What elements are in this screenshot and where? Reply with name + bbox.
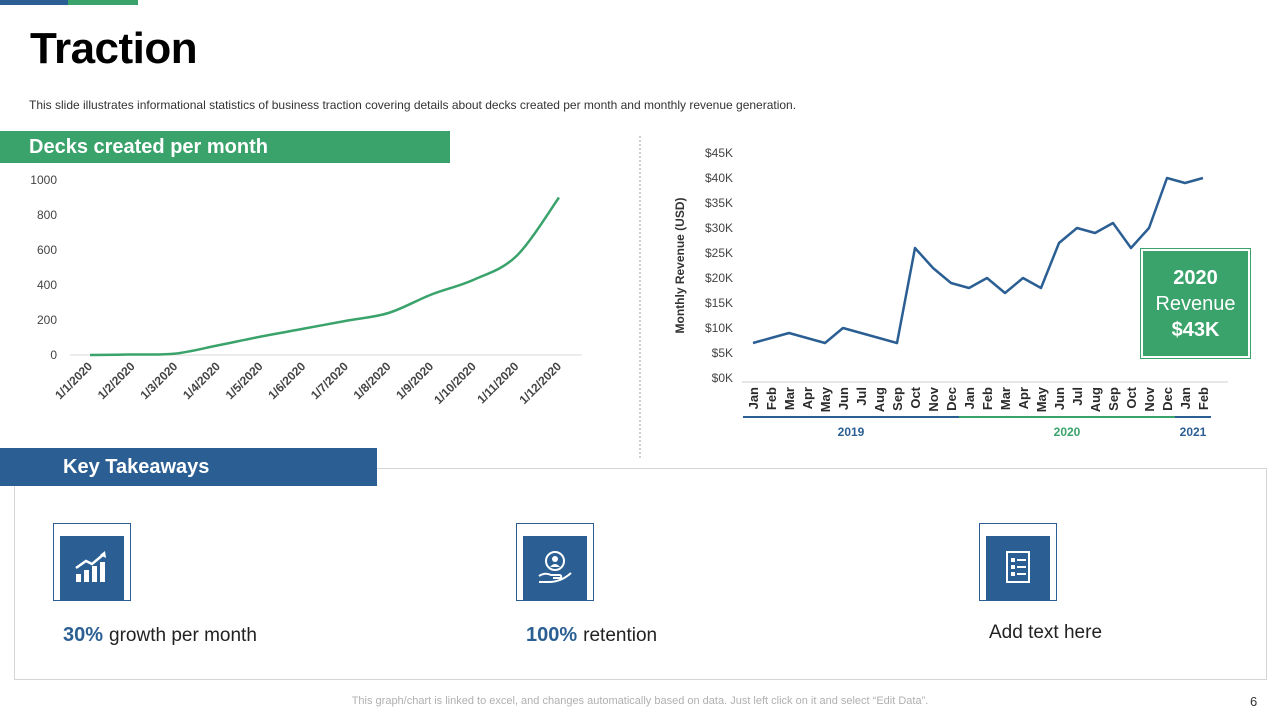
revenue-month-label: Apr [1016, 387, 1031, 409]
page-title: Traction [30, 24, 198, 73]
revenue-month-label: Jun [1052, 387, 1067, 410]
decks-x-tick-label: 1/3/2020 [137, 359, 180, 402]
revenue-month-label: Feb [980, 387, 995, 410]
takeaways-panel [14, 468, 1267, 680]
decks-x-tick-label: 1/11/2020 [474, 359, 521, 406]
revenue-month-label: Mar [998, 387, 1013, 410]
takeaway-growth-number: 30% [63, 624, 104, 646]
decks-y-tick-label: 800 [37, 208, 57, 222]
decks-x-tick-label: 1/5/2020 [223, 359, 266, 402]
revenue-month-label: Jul [1070, 387, 1085, 406]
takeaway-retention-text: retention [583, 625, 658, 646]
callout-amount: $43K [1171, 318, 1220, 341]
revenue-y-tick-label: $10K [705, 321, 733, 335]
section-divider [639, 136, 641, 458]
revenue-month-label: May [818, 386, 833, 412]
decks-x-tick-label: 1/8/2020 [351, 359, 394, 402]
decks-x-tick-label: 1/10/2020 [431, 359, 479, 407]
revenue-month-label: Oct [1124, 386, 1139, 408]
revenue-y-tick-label: $40K [705, 171, 733, 185]
revenue-month-label: Oct [908, 386, 923, 408]
decks-x-tick-label: 1/4/2020 [180, 359, 223, 402]
revenue-callout: 2020 Revenue $43K [1140, 248, 1251, 359]
decks-x-tick-label: 1/1/2020 [52, 359, 95, 402]
revenue-month-label: Nov [926, 386, 941, 411]
revenue-y-tick-label: $35K [705, 196, 733, 210]
revenue-month-label: Mar [782, 387, 797, 410]
revenue-y-tick-label: $15K [705, 296, 733, 310]
document-checklist-icon [986, 536, 1050, 600]
takeaway-icon-frame [979, 523, 1057, 601]
callout-year: 2020 [1173, 266, 1218, 289]
revenue-y-tick-label: $45K [705, 146, 733, 160]
revenue-year-label: 2019 [838, 425, 865, 439]
revenue-month-label: Apr [800, 387, 815, 409]
takeaway-retention: 100% retention [526, 624, 657, 647]
revenue-line-chart[interactable]: $0K $5K $10K $15K $20K $25K $30K $35K $40K $45K Mo… [660, 140, 1260, 450]
decks-x-tick-label: 1/6/2020 [265, 359, 308, 402]
decks-y-tick-label: 600 [37, 243, 57, 257]
footer-note: This graph/chart is linked to excel, and… [351, 695, 929, 707]
revenue-month-label: Jan [746, 387, 761, 409]
takeaway-placeholder-text[interactable]: Add text here [989, 622, 1103, 643]
revenue-series-line [752, 176, 1204, 345]
revenue-month-label: Jun [836, 387, 851, 410]
revenue-y-axis-title: Monthly Revenue (USD) [673, 197, 687, 333]
revenue-y-tick-label: $25K [705, 246, 733, 260]
decks-series-line [89, 196, 561, 357]
decks-section-header: Decks created per month [0, 131, 450, 163]
revenue-y-tick-label: $0K [712, 371, 733, 385]
revenue-month-label: Jan [962, 387, 977, 409]
decks-y-tick-label: 400 [37, 278, 57, 292]
callout-label: Revenue [1155, 292, 1236, 315]
growth-chart-icon [60, 536, 124, 600]
revenue-month-label: Feb [1196, 387, 1211, 410]
takeaway-growth-text: growth per month [109, 625, 257, 646]
decks-y-tick-label: 200 [37, 313, 57, 327]
retention-hand-icon [523, 536, 587, 600]
page-number: 6 [1250, 694, 1258, 709]
takeaway-icon-frame [516, 523, 594, 601]
decks-x-tick-label: 1/12/2020 [516, 359, 564, 407]
revenue-month-label: Dec [1160, 387, 1175, 411]
decks-y-tick-label: 1000 [30, 173, 57, 187]
revenue-year-label: 2020 [1054, 425, 1081, 439]
page-subtitle: This slide illustrates informational sta… [29, 98, 797, 112]
revenue-month-label: Dec [944, 387, 959, 411]
decks-y-tick-label: 0 [50, 348, 57, 362]
revenue-month-label: Nov [1142, 386, 1157, 411]
revenue-month-label: Aug [872, 387, 887, 412]
revenue-month-label: May [1034, 386, 1049, 412]
takeaway-retention-number: 100% [526, 624, 578, 646]
decks-x-tick-label: 1/2/2020 [95, 359, 138, 402]
decks-x-tick-label: 1/7/2020 [308, 359, 351, 402]
revenue-y-tick-label: $20K [705, 271, 733, 285]
takeaway-growth: 30% growth per month [63, 624, 257, 647]
revenue-y-tick-label: $30K [705, 221, 733, 235]
top-accent-bar-blue [0, 0, 68, 5]
decks-x-tick-label: 1/9/2020 [393, 359, 436, 402]
revenue-year-label: 2021 [1180, 425, 1207, 439]
takeaway-icon-frame [53, 523, 131, 601]
top-accent-bar-green [68, 0, 138, 5]
revenue-month-label: Feb [764, 387, 779, 410]
revenue-month-label: Sep [1106, 387, 1121, 411]
takeaways-header: Key Takeaways [0, 448, 377, 486]
decks-line-chart[interactable]: 0 200 400 600 800 1000 1/1/2020 1/2/2020 1/3/202… [0, 165, 620, 445]
revenue-month-label: Jul [854, 387, 869, 406]
revenue-month-label: Aug [1088, 387, 1103, 412]
revenue-month-label: Jan [1178, 387, 1193, 409]
revenue-y-tick-label: $5K [712, 346, 733, 360]
revenue-month-label: Sep [890, 387, 905, 411]
